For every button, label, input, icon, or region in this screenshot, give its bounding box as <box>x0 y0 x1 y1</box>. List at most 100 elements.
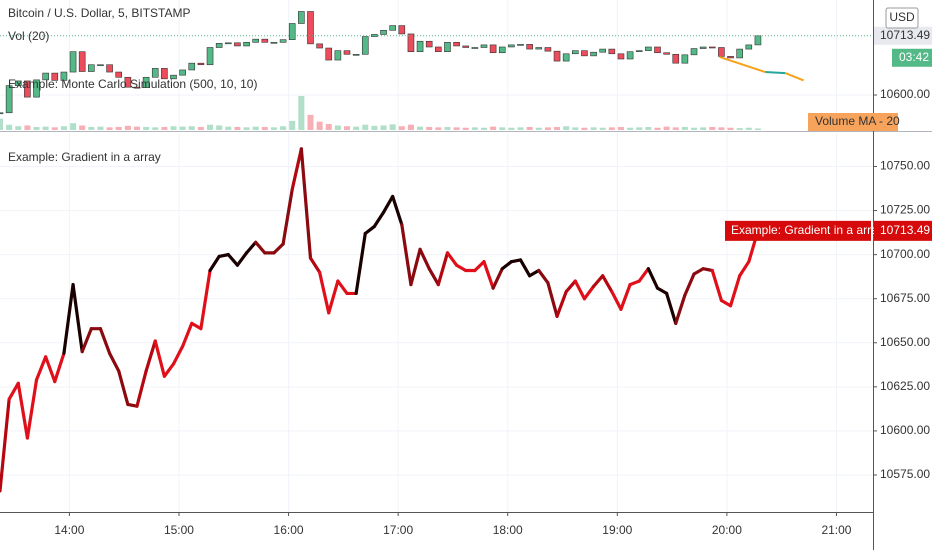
line-segment <box>528 268 541 278</box>
line-segment <box>454 263 468 273</box>
volume-bar <box>608 127 615 130</box>
candle-body <box>334 50 342 61</box>
candle-body <box>553 50 561 62</box>
volume-bar <box>33 126 40 130</box>
volume-bar <box>362 124 369 130</box>
x-tick-label: 21:00 <box>821 523 851 537</box>
y-tick-label: 10675.00 <box>880 291 930 305</box>
candle-body <box>727 56 734 59</box>
line-segment <box>363 224 377 236</box>
line-segment <box>71 283 84 354</box>
candle-body <box>544 47 552 52</box>
volume-bar <box>0 118 3 130</box>
candle-body <box>471 47 479 49</box>
line-segment <box>327 279 340 315</box>
candle-body <box>526 44 533 50</box>
line-segment <box>582 284 596 301</box>
y-tick-label: 10625.00 <box>880 379 930 393</box>
volume-bar <box>207 124 214 130</box>
candle-body <box>161 68 168 80</box>
volume-bar <box>417 126 424 130</box>
volume-bar <box>581 127 588 130</box>
volume-bar <box>344 126 351 130</box>
candle-body <box>298 11 305 24</box>
candle-body <box>261 38 269 43</box>
volume-bar <box>645 126 652 130</box>
y-tick-label: 10750.00 <box>880 159 930 173</box>
volume-bar <box>389 124 396 130</box>
line-segment <box>381 194 395 214</box>
volume-bar <box>97 126 104 130</box>
line-segment <box>482 260 495 290</box>
candle-body <box>352 53 360 56</box>
candle-body <box>617 53 625 60</box>
volume-bar <box>508 127 515 130</box>
candle-body <box>690 48 698 56</box>
line-segment <box>53 351 66 384</box>
line-segment <box>601 274 614 294</box>
candle-body <box>234 42 241 47</box>
candle-body <box>51 72 59 81</box>
candle-body <box>535 47 543 50</box>
candle-body <box>745 44 753 50</box>
line-segment <box>418 247 431 271</box>
indicator-label: Vol (20) <box>8 29 49 43</box>
line-segment <box>181 321 194 348</box>
volume-bar <box>627 127 634 130</box>
line-segment <box>710 268 724 303</box>
volume-bar <box>517 127 524 130</box>
line-segment <box>500 260 513 271</box>
x-tick-label: 16:00 <box>274 523 304 537</box>
volume-bar <box>179 126 186 130</box>
volume-bar <box>106 127 113 130</box>
candle-body <box>407 33 415 52</box>
pane-title: Example: Gradient in a array <box>8 150 161 164</box>
candle-body <box>14 80 22 86</box>
volume-bar <box>590 127 597 130</box>
line-segment <box>144 339 157 373</box>
candle-body <box>288 23 296 40</box>
volume-bar <box>6 124 13 130</box>
volume-bar <box>307 114 314 130</box>
projection-segment <box>719 55 766 73</box>
volume-bar <box>188 126 195 130</box>
volume-bar <box>270 127 277 130</box>
volume-bar <box>124 125 131 130</box>
y-tick-label: 10725.00 <box>880 203 930 217</box>
line-segment <box>619 283 632 311</box>
volume-bar <box>563 126 570 130</box>
line-segment <box>372 210 386 229</box>
line-segment <box>153 339 166 378</box>
candle-body <box>215 43 223 48</box>
volume-bar <box>316 121 323 130</box>
volume-bar <box>681 126 688 130</box>
volume-bar <box>88 126 95 130</box>
line-segment <box>80 327 93 354</box>
volume-bar <box>453 127 460 130</box>
volume-bar <box>691 127 698 130</box>
candle-body <box>718 47 725 57</box>
candle-body <box>133 86 141 89</box>
candle-body <box>626 51 634 60</box>
candle-body <box>124 76 132 88</box>
line-segment <box>299 147 313 260</box>
volume-bar <box>79 125 86 130</box>
candle-body <box>179 69 186 76</box>
candle-body <box>736 48 743 59</box>
volume-bar <box>143 126 150 130</box>
candle-body <box>389 25 396 31</box>
currency-tag <box>885 7 919 29</box>
line-segment <box>107 351 121 373</box>
candle-body <box>672 53 680 64</box>
volume-bar <box>353 126 360 130</box>
candle-body <box>0 112 4 115</box>
volume-bar <box>243 127 250 130</box>
candle-body <box>361 36 369 55</box>
chart-title: Bitcoin / U.S. Dollar, 5, BITSTAMP <box>8 6 191 20</box>
volume-bar <box>161 126 168 130</box>
projection-segment <box>784 72 804 82</box>
candle-body <box>325 47 333 61</box>
volume-bar <box>325 123 332 130</box>
line-segment <box>391 194 404 227</box>
